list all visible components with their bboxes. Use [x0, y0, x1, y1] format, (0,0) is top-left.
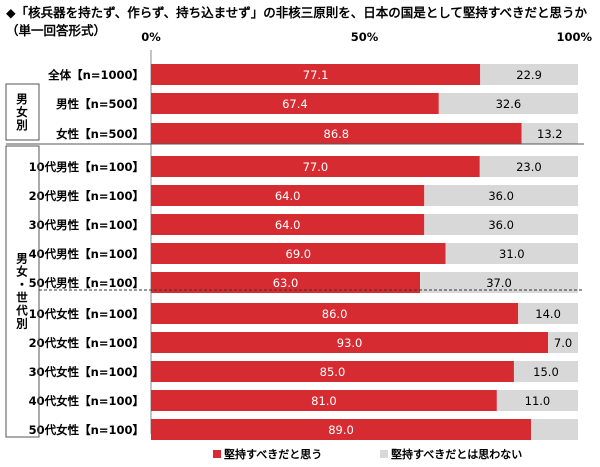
bar-disagree [479, 156, 578, 177]
group-label-gender-age: 別 [15, 317, 28, 331]
category-label: 全体【n=1000】 [47, 68, 144, 82]
category-label: 30代男性【n=100】 [29, 218, 144, 232]
bar-disagree [518, 303, 578, 324]
bar-disagree [420, 272, 578, 293]
category-label: 男性【n=500】 [56, 97, 144, 111]
group-label-gender-age: 男 [16, 252, 28, 266]
category-label: 女性【n=500】 [56, 127, 144, 141]
value-label-disagree: 23.0 [516, 160, 542, 174]
value-label-agree: 81.0 [311, 394, 337, 408]
bar-agree [151, 185, 425, 206]
category-label: 10代女性【n=100】 [29, 307, 144, 321]
value-label-agree: 64.0 [275, 189, 301, 203]
bar-disagree [521, 123, 578, 144]
group-label-gender-age: 世 [16, 291, 28, 305]
legend-label-agree: 堅持すべきだと思う [224, 447, 322, 461]
value-label-agree: 64.0 [275, 218, 301, 232]
bar-agree [151, 272, 421, 293]
value-label-disagree: 36.0 [488, 218, 514, 232]
legend-swatch-agree [213, 450, 221, 458]
value-label-disagree: 13.2 [537, 127, 563, 141]
value-label-agree: 69.0 [286, 247, 312, 261]
value-label-agree: 63.0 [273, 276, 299, 290]
bar-disagree [531, 419, 578, 440]
bar-agree [151, 419, 532, 440]
bar-disagree [496, 390, 578, 411]
x-tick-label: 50% [351, 30, 379, 44]
bar-agree [151, 243, 446, 264]
category-label: 50代女性【n=100】 [29, 423, 144, 437]
bar-agree [151, 303, 519, 324]
x-tick-label: 100% [556, 30, 592, 44]
bar-disagree [438, 93, 578, 114]
value-label-agree: 77.0 [303, 160, 329, 174]
bar-disagree [480, 64, 578, 85]
value-label-agree: 67.4 [282, 97, 308, 111]
bar-agree [151, 332, 549, 353]
value-label-disagree: 36.0 [488, 189, 514, 203]
bar-disagree [424, 185, 578, 206]
group-label-gender: 別 [15, 118, 28, 132]
legend-label-disagree: 堅持すべきだとは思わない [391, 447, 522, 461]
value-label-disagree: 31.0 [499, 247, 525, 261]
chart-subtitle: （単一回答形式） [6, 23, 107, 38]
value-label-agree: 77.1 [303, 68, 329, 82]
x-tick-label: 0% [141, 30, 161, 44]
category-label: 10代男性【n=100】 [29, 160, 144, 174]
category-label: 20代男性【n=100】 [29, 189, 144, 203]
value-label-agree: 86.8 [324, 127, 350, 141]
bar-agree [151, 361, 514, 382]
value-label-disagree: 37.0 [486, 276, 512, 290]
chart-title: ◆「核兵器を持たず、作らず、持ち込ませず」の非核三原則を、日本の国是として堅持す… [6, 5, 587, 20]
group-label-gender-age: ・ [16, 278, 28, 292]
bar-agree [151, 390, 497, 411]
bar-disagree [513, 361, 578, 382]
category-label: 40代女性【n=100】 [29, 394, 144, 408]
bar-agree [151, 93, 439, 114]
value-label-disagree: 11.0 [525, 394, 551, 408]
category-label: 50代男性【n=100】 [29, 276, 144, 290]
value-label-disagree: 14.0 [535, 307, 561, 321]
value-label-agree: 85.0 [320, 365, 346, 379]
bar-disagree [424, 214, 578, 235]
bar-agree [151, 64, 481, 85]
group-bracket-gender [5, 83, 40, 141]
value-label-disagree: 22.9 [516, 68, 542, 82]
value-label-agree: 93.0 [337, 336, 363, 350]
value-label-agree: 89.0 [328, 423, 354, 437]
group-label-gender: 女 [16, 105, 28, 119]
value-label-agree: 86.0 [322, 307, 348, 321]
value-label-disagree: 15.0 [533, 365, 559, 379]
category-label: 40代男性【n=100】 [29, 247, 144, 261]
group-label-gender: 男 [16, 92, 28, 106]
category-label: 20代女性【n=100】 [29, 336, 144, 350]
bar-agree [151, 214, 425, 235]
bar-disagree [548, 332, 578, 353]
group-label-gender-age: 代 [15, 304, 28, 318]
group-bracket-gender-age [5, 145, 40, 438]
group-label-gender-age: 女 [16, 265, 28, 279]
bar-disagree [445, 243, 578, 264]
value-label-disagree: 7.0 [554, 336, 572, 350]
category-label: 30代女性【n=100】 [29, 365, 144, 379]
legend-swatch-disagree [380, 450, 388, 458]
bar-agree [151, 156, 480, 177]
value-label-disagree: 32.6 [496, 97, 522, 111]
bar-agree [151, 123, 522, 144]
